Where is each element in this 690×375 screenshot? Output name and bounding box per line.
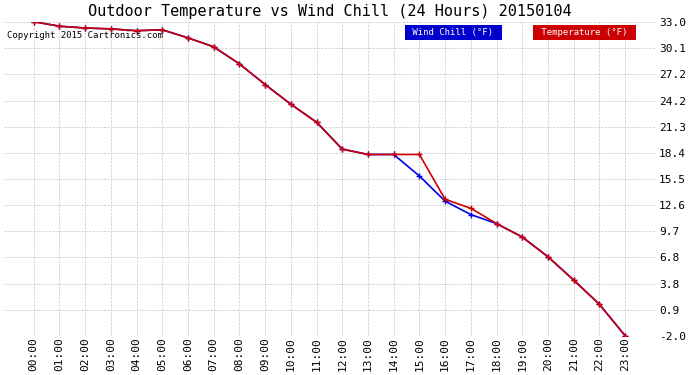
Text: Copyright 2015 Cartronics.com: Copyright 2015 Cartronics.com — [8, 31, 164, 40]
Title: Outdoor Temperature vs Wind Chill (24 Hours) 20150104: Outdoor Temperature vs Wind Chill (24 Ho… — [88, 4, 571, 19]
